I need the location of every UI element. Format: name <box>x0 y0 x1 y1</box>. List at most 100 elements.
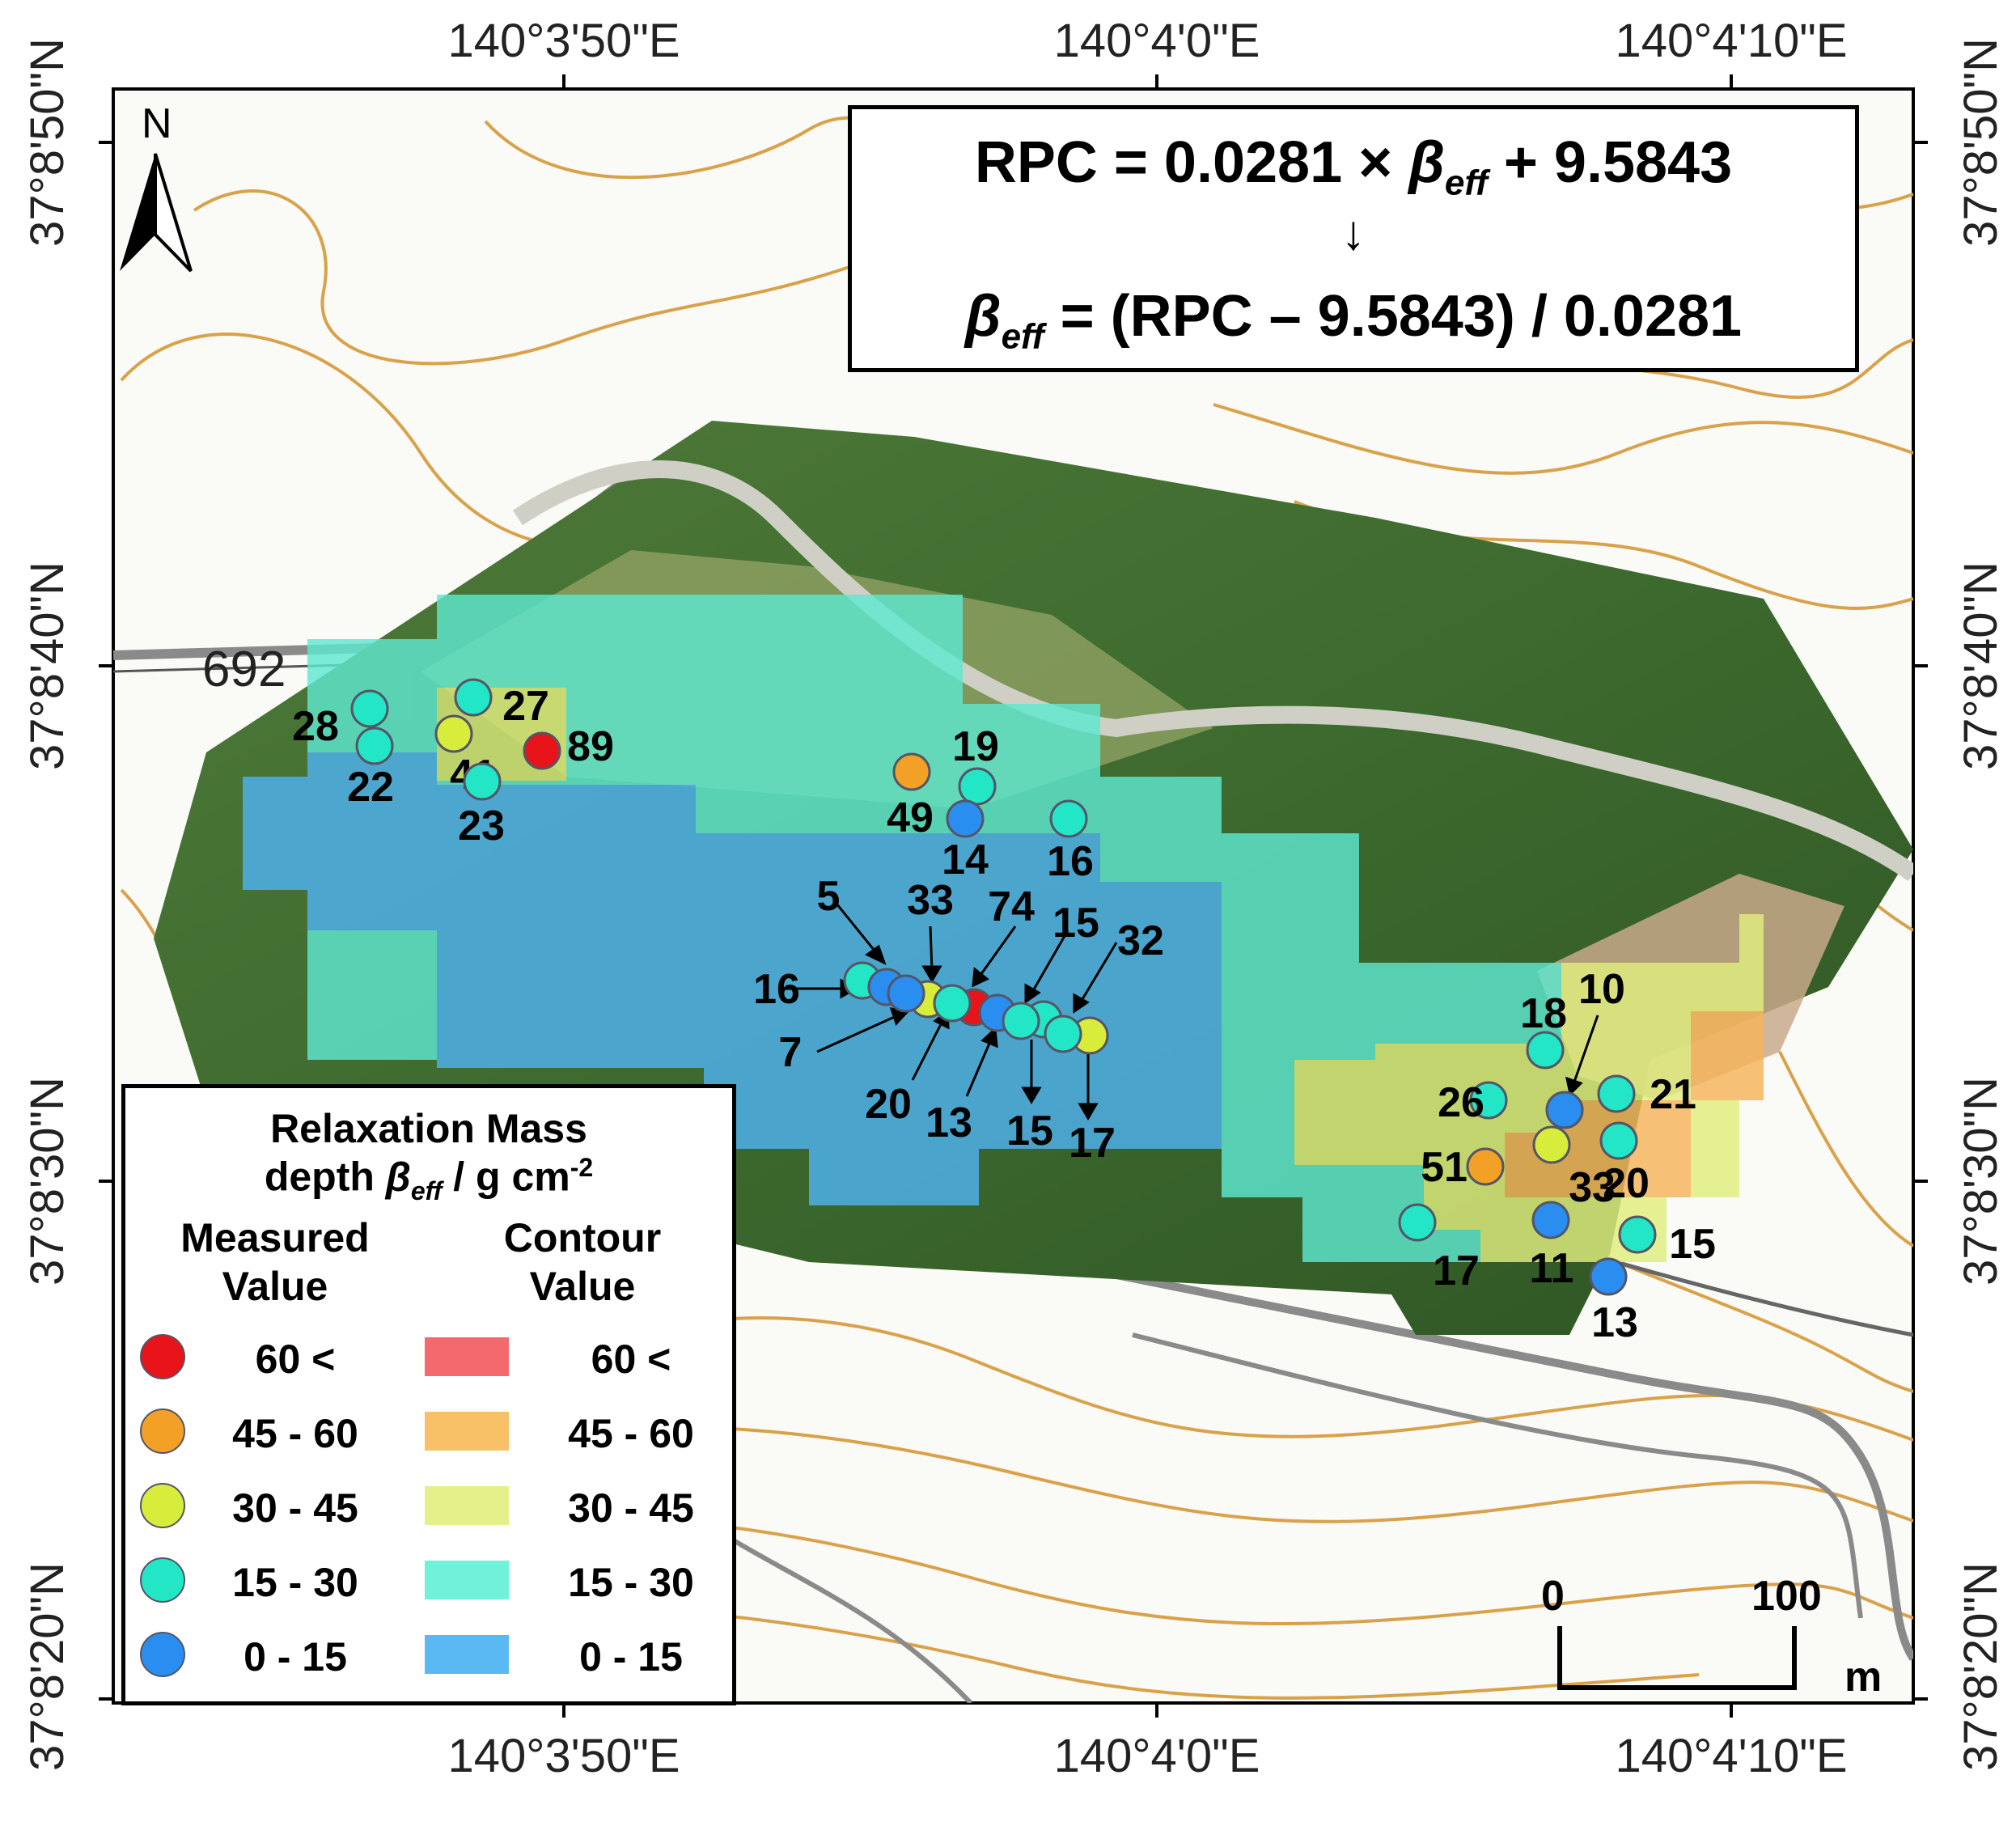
legend-row: 45 - 60 45 - 60 <box>125 1407 740 1456</box>
measurement-point <box>1589 1257 1628 1296</box>
measurement-point <box>1002 1002 1040 1040</box>
scale-bar-start: 0 <box>1541 1573 1565 1620</box>
bottom-tick-label: 140°3'50"E <box>447 1730 680 1782</box>
measurement-point <box>1618 1215 1657 1254</box>
measurement-point <box>454 678 493 717</box>
down-arrow-icon: ↓ <box>1341 205 1366 260</box>
legend-column-contour: Contour Value <box>503 1215 662 1309</box>
road-number-label: 692 <box>202 642 286 697</box>
measurement-label: 13 <box>1591 1299 1638 1346</box>
measurement-point <box>1398 1203 1437 1242</box>
legend-contour-label: 0 - 15 <box>579 1634 683 1680</box>
right-tick-label: 37°8'40"N <box>1955 561 2007 770</box>
measurement-point <box>355 727 394 765</box>
measurement-point <box>434 714 473 753</box>
legend-measured-label: 15 - 30 <box>232 1560 358 1605</box>
legend-contour-swatch <box>425 1486 509 1525</box>
legend-contour-swatch <box>425 1561 509 1599</box>
measurement-point <box>1526 1031 1565 1070</box>
left-tick-label: 37°8'40"N <box>21 561 74 770</box>
north-arrow-icon: N <box>120 100 193 273</box>
left-axis-labels: 37°8'50"N 37°8'40"N 37°8'30"N 37°8'20"N <box>21 38 74 1771</box>
measurement-point <box>1049 799 1088 838</box>
regression-equation-box: RPC = 0.0281 × βeff + 9.5843 ↓ βeff = (R… <box>848 105 1859 372</box>
measurement-label: 74 <box>988 883 1035 930</box>
legend: Relaxation Mass depth βeff / g cm-2 Meas… <box>121 1084 736 1705</box>
legend-measured-label: 30 - 45 <box>232 1485 358 1531</box>
equation-line-1: RPC = 0.0281 × βeff + 9.5843 <box>974 130 1733 203</box>
legend-subtitle: depth βeff / g cm-2 <box>264 1153 594 1205</box>
measurement-label: 32 <box>1117 917 1164 964</box>
measurement-label: 18 <box>1520 990 1567 1037</box>
measurement-label: 5 <box>817 873 841 920</box>
measurement-label: 15 <box>1669 1221 1716 1268</box>
legend-contour-label: 15 - 30 <box>568 1560 694 1605</box>
measurement-label: 26 <box>1438 1079 1484 1126</box>
measurement-point <box>1044 1015 1082 1053</box>
legend-point-symbol <box>140 1557 185 1603</box>
top-axis-labels: 140°3'50"E 140°4'0"E 140°4'10"E <box>447 15 1847 67</box>
legend-contour-label: 30 - 45 <box>568 1485 694 1531</box>
measurement-point <box>946 799 985 838</box>
measurement-label: 21 <box>1650 1071 1696 1118</box>
measurement-point <box>1545 1091 1584 1129</box>
legend-measured-label: 60 < <box>255 1337 336 1382</box>
contour-zone-0-15 <box>243 752 1222 1205</box>
bottom-axis-labels: 140°3'50"E 140°4'0"E 140°4'10"E <box>447 1730 1847 1782</box>
measurement-point <box>892 752 931 791</box>
measurement-label: 28 <box>292 703 339 750</box>
measurement-label: 49 <box>887 794 934 841</box>
measurement-point <box>1532 1125 1571 1164</box>
scale-bar-end: 100 <box>1751 1573 1822 1620</box>
measurement-label: 11 <box>1530 1245 1574 1292</box>
north-label: N <box>142 100 172 147</box>
measurement-label: 17 <box>1069 1120 1116 1167</box>
bottom-tick-label: 140°4'10"E <box>1615 1730 1847 1782</box>
legend-point-symbol <box>140 1483 185 1528</box>
beta-eff-symbol: βeff <box>1408 130 1488 203</box>
measurement-label: 15 <box>1006 1108 1053 1154</box>
measurement-label: 16 <box>753 966 800 1013</box>
legend-contour-swatch <box>425 1337 509 1376</box>
access-road-photo <box>512 460 1913 882</box>
measurement-label: 13 <box>925 1099 972 1146</box>
legend-point-symbol <box>140 1632 185 1677</box>
measurement-label: 14 <box>942 837 989 883</box>
measurement-label: 19 <box>952 723 999 770</box>
measurement-point <box>1469 1081 1508 1120</box>
equation-line-2: βeff = (RPC – 9.5843) / 0.0281 <box>964 284 1743 357</box>
legend-contour-label: 45 - 60 <box>568 1411 694 1456</box>
left-tick-label: 37°8'50"N <box>21 38 74 247</box>
measurement-label: 10 <box>1578 966 1625 1013</box>
top-tick-label: 140°4'0"E <box>1054 15 1260 67</box>
measurement-label: 7 <box>779 1029 803 1076</box>
measurement-label: 33 <box>907 877 954 924</box>
measurement-label: 51 <box>1421 1144 1468 1191</box>
measurement-point <box>1599 1121 1638 1160</box>
top-tick-label: 140°3'50"E <box>447 15 680 67</box>
legend-measured-label: 45 - 60 <box>232 1411 358 1456</box>
bottom-tick-label: 140°4'0"E <box>1054 1730 1260 1782</box>
legend-point-symbol <box>140 1409 185 1454</box>
measurement-label: 20 <box>1603 1160 1650 1207</box>
measurement-label: 89 <box>567 723 614 770</box>
measurement-point <box>1531 1201 1570 1239</box>
measurement-point <box>350 689 389 728</box>
legend-row: 15 - 30 15 - 30 <box>125 1556 740 1605</box>
legend-contour-swatch <box>425 1412 509 1451</box>
beta-eff-symbol: βeff <box>385 1154 443 1205</box>
beta-eff-symbol: βeff <box>964 284 1044 357</box>
left-tick-label: 37°8'20"N <box>21 1562 74 1771</box>
measurement-label: 20 <box>865 1081 912 1128</box>
measurement-point <box>1597 1074 1636 1113</box>
measurement-label: 23 <box>458 803 505 849</box>
scale-bar-unit: m <box>1844 1654 1882 1701</box>
measurement-label: 17 <box>1433 1248 1480 1294</box>
measurement-point <box>523 731 561 770</box>
legend-column-measured: Measured Value <box>180 1215 370 1309</box>
measurement-point <box>887 974 925 1013</box>
top-tick-label: 140°4'10"E <box>1615 15 1847 67</box>
legend-row: 60 < 60 < <box>125 1332 740 1382</box>
scale-bar: 0 100 m <box>1541 1573 1882 1701</box>
legend-point-symbol <box>140 1334 185 1379</box>
